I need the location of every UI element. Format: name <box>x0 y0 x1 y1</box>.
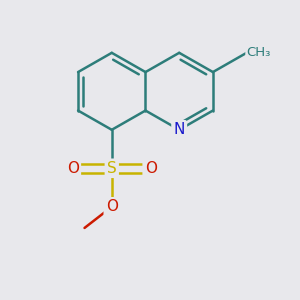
Text: O: O <box>145 161 157 176</box>
Text: S: S <box>107 161 117 176</box>
Text: N: N <box>173 122 185 137</box>
Text: CH₃: CH₃ <box>247 46 271 59</box>
Text: O: O <box>67 161 79 176</box>
Text: O: O <box>106 199 118 214</box>
